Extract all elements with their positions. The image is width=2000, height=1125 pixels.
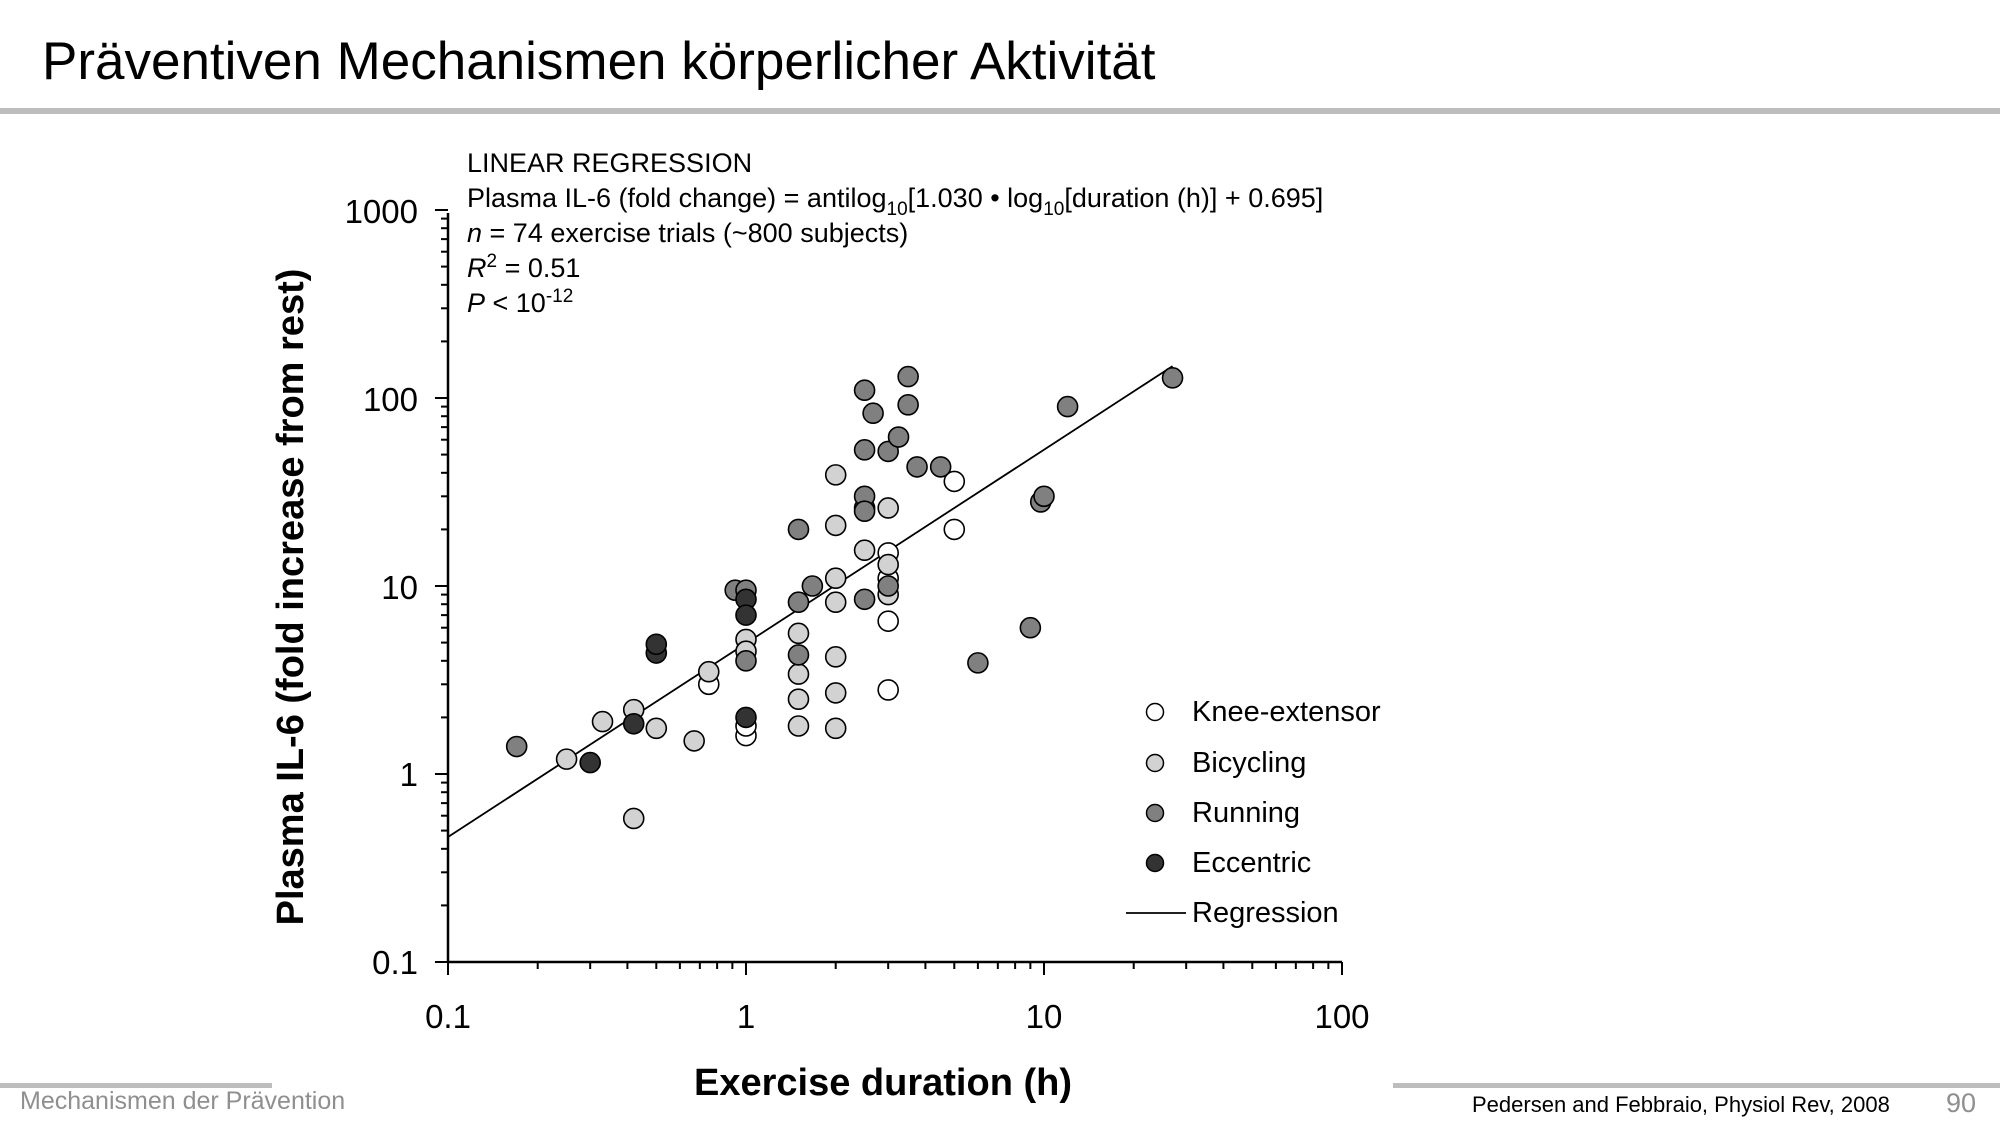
data-point-bicycling [645, 717, 668, 740]
y-tick-label: 100 [363, 381, 418, 418]
data-point-running [787, 591, 810, 614]
regression-line [447, 365, 1174, 838]
data-point-running [862, 402, 884, 425]
annotation-sample-size: n = 74 exercise trials (~800 subjects) [467, 218, 908, 248]
data-point-running [897, 365, 919, 388]
data-point-running [853, 379, 876, 402]
data-point-bicycling [824, 717, 847, 740]
data-point-eccentric [622, 712, 645, 735]
annotation-r-squared: R2 = 0.51 [467, 251, 580, 283]
source-citation: Pedersen and Febbraio, Physiol Rev, 2008 [1472, 1092, 1890, 1117]
legend-marker-eccentric [1145, 853, 1165, 873]
data-point-running [877, 575, 899, 597]
title-divider [0, 108, 2000, 114]
annotation-heading: LINEAR REGRESSION [467, 148, 752, 178]
data-point-running [1019, 616, 1042, 639]
data-point-bicycling [787, 688, 810, 710]
data-point-running [853, 588, 876, 611]
data-point-running [787, 644, 810, 666]
regression-annotation: LINEAR REGRESSION Plasma IL-6 (fold chan… [467, 148, 1323, 318]
legend-label-knee-extensor: Knee-extensor [1192, 696, 1381, 728]
x-tick-label: 10 [1026, 998, 1063, 1035]
data-point-running [887, 426, 910, 448]
x-tick-label: 100 [1314, 998, 1369, 1035]
data-point-bicycling [824, 464, 847, 486]
data-point-knee-extensor [877, 610, 899, 632]
page-number: 90 [1946, 1088, 1977, 1118]
data-point-bicycling [824, 591, 847, 614]
legend-label-bicycling: Bicycling [1192, 747, 1306, 779]
annotation-equation: Plasma IL-6 (fold change) = antilog10[1.… [467, 183, 1323, 220]
data-point-eccentric [735, 604, 757, 626]
data-point-bicycling [877, 553, 899, 576]
data-point-eccentric [645, 633, 668, 656]
y-tick-label: 1 [400, 756, 418, 793]
data-point-knee-extensor [943, 470, 966, 493]
data-points [505, 365, 1184, 830]
data-point-eccentric [579, 751, 601, 774]
data-point-bicycling [591, 710, 614, 733]
data-point-running [1033, 485, 1055, 508]
data-point-bicycling [683, 730, 705, 752]
annotation-p-value: P < 10-12 [467, 286, 573, 318]
x-tick-label: 0.1 [425, 998, 471, 1035]
data-point-bicycling [555, 748, 578, 770]
data-point-running [735, 650, 757, 672]
data-point-running [967, 652, 989, 674]
data-point-bicycling [787, 663, 810, 685]
x-tick-label: 1 [737, 998, 755, 1035]
data-point-bicycling [824, 646, 847, 668]
data-point-running [505, 735, 528, 758]
data-point-running [787, 518, 810, 541]
y-tick-label: 0.1 [372, 944, 418, 981]
legend-marker-knee-extensor [1145, 702, 1165, 722]
chart-axes [446, 213, 1342, 964]
data-point-eccentric [735, 706, 757, 729]
data-point-running [1161, 367, 1184, 389]
data-point-bicycling [622, 807, 645, 830]
data-point-running [853, 500, 876, 522]
legend-label-running: Running [1192, 797, 1300, 829]
data-point-running [801, 575, 824, 597]
data-point-bicycling [877, 497, 899, 519]
data-point-knee-extensor [943, 518, 966, 541]
legend-label-eccentric: Eccentric [1192, 847, 1311, 879]
data-point-bicycling [697, 660, 720, 683]
data-point-running [929, 456, 952, 478]
data-point-knee-extensor [877, 679, 899, 701]
data-point-bicycling [824, 682, 847, 704]
data-point-bicycling [824, 567, 847, 590]
data-point-running [1056, 395, 1079, 418]
footer-divider-right [1393, 1083, 2000, 1088]
chart-legend: Knee-extensor Bicycling Running Eccentri… [1126, 696, 1381, 929]
axis-ticks [435, 209, 1343, 975]
data-point-running [897, 394, 919, 416]
legend-marker-running [1145, 803, 1165, 823]
footer-section-title: Mechanismen der Prävention [20, 1087, 346, 1115]
axis-tick-labels: 0.1 1 10 100 0.1 1 10 100 1000 [345, 193, 1370, 1035]
legend-marker-bicycling [1145, 753, 1165, 773]
y-tick-label: 10 [381, 569, 418, 606]
data-point-bicycling [787, 715, 810, 737]
footer-divider-left [0, 1083, 272, 1088]
legend-label-regression: Regression [1192, 897, 1339, 929]
y-tick-label: 1000 [345, 193, 418, 230]
data-point-bicycling [787, 622, 810, 645]
data-point-running [853, 439, 876, 461]
y-axis-title: Plasma IL-6 (fold increase from rest) [270, 269, 312, 926]
data-point-running [906, 456, 928, 478]
slide-title: Präventiven Mechanismen körperlicher Akt… [42, 32, 1156, 91]
x-axis-title: Exercise duration (h) [694, 1062, 1072, 1104]
data-point-bicycling [824, 514, 847, 537]
data-point-bicycling [853, 539, 876, 562]
